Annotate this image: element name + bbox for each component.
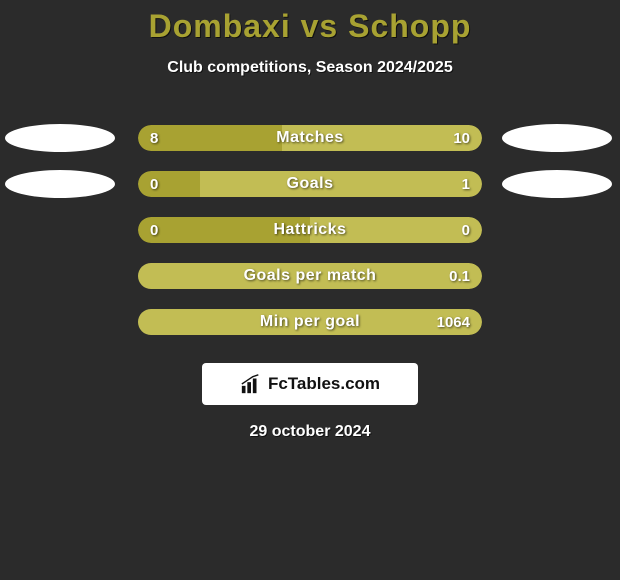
stat-name: Hattricks (138, 217, 482, 243)
player2-value: 0.1 (449, 263, 470, 289)
player2-oval (502, 170, 612, 198)
title-player1: Dombaxi (149, 8, 291, 44)
stat-bar: Goals per match0.1 (138, 263, 482, 289)
stat-bar: 8Matches10 (138, 125, 482, 151)
stat-name: Min per goal (138, 309, 482, 335)
stat-row: Min per goal1064 (0, 299, 620, 345)
footer-brand-text: FcTables.com (268, 374, 380, 394)
player1-oval (5, 124, 115, 152)
title-player2: Schopp (348, 8, 471, 44)
stat-row: 0Hattricks0 (0, 207, 620, 253)
stat-name: Matches (138, 125, 482, 151)
stats-region: 8Matches100Goals10Hattricks0Goals per ma… (0, 115, 620, 345)
stat-row: Goals per match0.1 (0, 253, 620, 299)
comparison-infographic: Dombaxi vs Schopp Club competitions, Sea… (0, 0, 620, 441)
footer-brand-badge: FcTables.com (202, 363, 418, 405)
player2-value: 10 (453, 125, 470, 151)
stat-bar: 0Hattricks0 (138, 217, 482, 243)
stat-name: Goals per match (138, 263, 482, 289)
player2-value: 0 (462, 217, 470, 243)
page-title: Dombaxi vs Schopp (0, 8, 620, 45)
chart-icon (240, 373, 262, 395)
title-vs: vs (291, 8, 348, 44)
stat-bar: 0Goals1 (138, 171, 482, 197)
stat-row: 0Goals1 (0, 161, 620, 207)
player1-oval (5, 170, 115, 198)
stat-row: 8Matches10 (0, 115, 620, 161)
date-label: 29 october 2024 (0, 423, 620, 441)
player2-value: 1064 (437, 309, 470, 335)
stat-bar: Min per goal1064 (138, 309, 482, 335)
stat-name: Goals (138, 171, 482, 197)
player2-value: 1 (462, 171, 470, 197)
subtitle: Club competitions, Season 2024/2025 (0, 59, 620, 77)
player2-oval (502, 124, 612, 152)
